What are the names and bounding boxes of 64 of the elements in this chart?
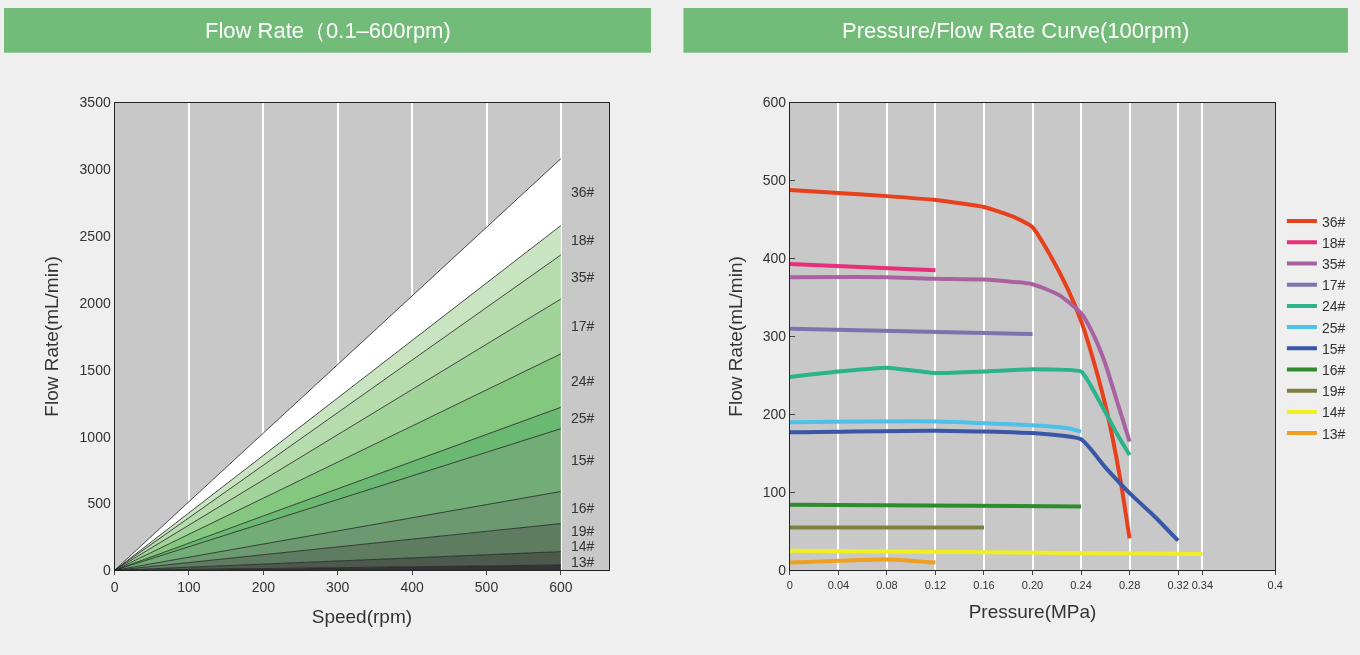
- series-label: 35#: [571, 269, 595, 285]
- y-tick-label: 0: [778, 562, 787, 579]
- line-series: [789, 428, 1181, 543]
- line-series: [789, 275, 1132, 444]
- legend-label: 14#: [1321, 404, 1346, 421]
- legend-label: 15#: [1321, 340, 1346, 357]
- legend-label: 18#: [1321, 234, 1346, 251]
- y-tick-label: 3500: [79, 94, 111, 111]
- y-tick-label: 3000: [79, 161, 111, 178]
- x-tick-label: 400: [400, 579, 424, 596]
- series-label: 25#: [571, 410, 595, 426]
- x-tick-label: 200: [251, 579, 276, 596]
- x-tick-label: 0.04: [827, 578, 850, 591]
- x-tick-label: 500: [474, 579, 499, 596]
- y-tick-label: 600: [762, 94, 787, 111]
- y-tick-label: 0: [102, 562, 111, 579]
- x-tick-label: 0.24: [1070, 578, 1092, 591]
- x-tick-label: 0.32: [1167, 578, 1189, 591]
- y-tick-label: 2000: [79, 294, 111, 311]
- y-tick-label: 1500: [79, 361, 111, 378]
- line-series: [789, 419, 1084, 434]
- y-tick-label: 500: [87, 495, 111, 512]
- legend-label: 24#: [1321, 298, 1346, 315]
- y-axis-title: Flow Rate(mL/min): [724, 256, 746, 417]
- y-tick-label: 200: [762, 406, 787, 423]
- y-tick-label: 500: [762, 172, 787, 189]
- legend-label: 25#: [1321, 319, 1346, 336]
- legend-label: 16#: [1321, 361, 1346, 378]
- chart-title: Pressure/Flow Rate Curve(100rpm): [842, 18, 1190, 43]
- y-tick-label: 1000: [79, 428, 111, 445]
- x-tick-label: 0.28: [1118, 578, 1141, 591]
- y-tick-label: 100: [762, 484, 787, 501]
- series-label: 13#: [571, 554, 595, 570]
- x-tick-label: 600: [549, 579, 573, 596]
- legend-label: 36#: [1321, 213, 1346, 230]
- x-tick-label: 100: [177, 579, 201, 596]
- x-axis-title: Pressure(MPa): [968, 601, 1097, 623]
- series-label: 16#: [571, 500, 595, 516]
- x-tick-label: 0.08: [876, 578, 898, 591]
- series-label: 24#: [571, 373, 595, 389]
- x-tick-label: 0.4: [1267, 578, 1283, 591]
- series-label: 14#: [571, 538, 595, 554]
- legend-label: 19#: [1321, 383, 1346, 400]
- x-tick-label: 0.34: [1191, 578, 1214, 591]
- series-label: 15#: [571, 452, 595, 468]
- y-tick-label: 400: [762, 250, 787, 267]
- x-tick-label: 0.20: [1021, 578, 1044, 591]
- legend-label: 35#: [1321, 255, 1346, 272]
- x-tick-label: 0.12: [924, 578, 947, 591]
- y-axis-title: Flow Rate(mL/min): [41, 256, 63, 417]
- legend-label: 13#: [1321, 425, 1346, 442]
- series-label: 18#: [571, 232, 595, 248]
- x-axis-title: Speed(rpm): [311, 605, 413, 627]
- line-series: [789, 187, 1132, 541]
- series-label: 17#: [571, 318, 595, 334]
- series-label: 19#: [571, 523, 595, 539]
- line-series: [789, 365, 1132, 457]
- y-tick-label: 300: [762, 328, 787, 345]
- series-label: 36#: [571, 184, 595, 200]
- x-tick-label: 0.16: [973, 578, 995, 591]
- y-tick-label: 2500: [79, 228, 111, 245]
- chart-title: Flow Rate（0.1–600rpm): [205, 18, 451, 43]
- legend-label: 17#: [1321, 277, 1346, 294]
- x-tick-label: 300: [326, 579, 350, 596]
